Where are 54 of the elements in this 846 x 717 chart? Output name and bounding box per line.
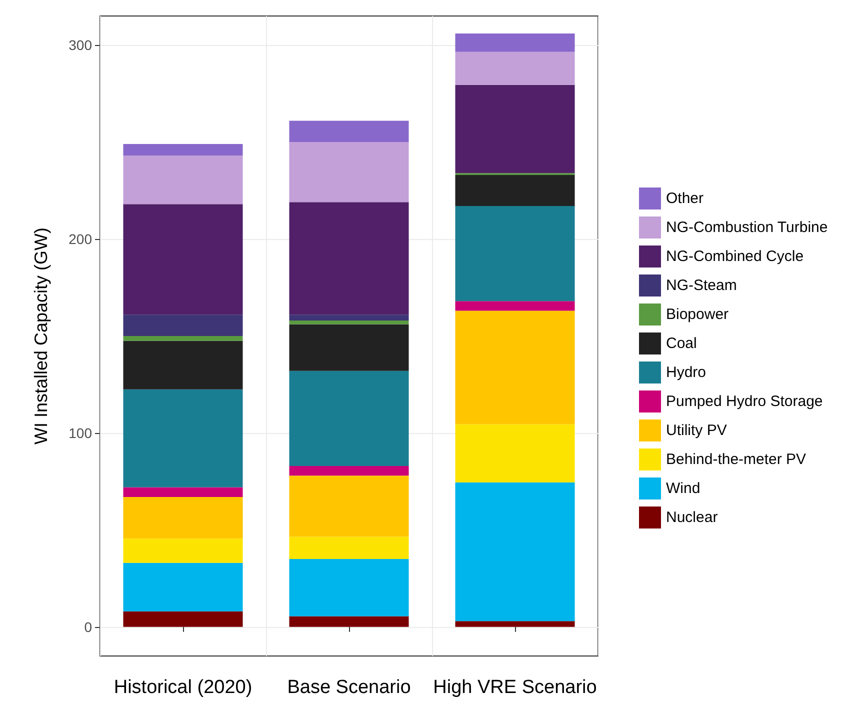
bar	[123, 496, 243, 539]
bar	[455, 301, 575, 311]
legend-label: Utility PV	[666, 422, 727, 439]
bar	[455, 52, 575, 85]
bar	[289, 536, 409, 560]
bar	[455, 621, 575, 627]
y-tick-label: 200	[68, 231, 92, 248]
x-tick-label: High VRE Scenario	[433, 677, 597, 698]
bar	[289, 616, 409, 627]
legend-label: Hydro	[666, 364, 706, 381]
bar	[123, 389, 243, 488]
bar	[123, 314, 243, 336]
bar	[289, 466, 409, 476]
bar	[123, 538, 243, 563]
bar	[123, 336, 243, 341]
bar	[123, 144, 243, 156]
legend-label: Coal	[666, 335, 697, 352]
bar	[123, 562, 243, 612]
bar	[455, 310, 575, 424]
bar	[455, 424, 575, 482]
legend-label: Other	[666, 190, 704, 207]
bar	[289, 142, 409, 202]
bar	[289, 314, 409, 320]
y-axis-title: WI Installed Capacity (GW)	[31, 227, 51, 445]
bar	[123, 340, 243, 390]
x-tick-label: Historical (2020)	[114, 677, 252, 698]
bar	[455, 482, 575, 622]
bar	[289, 320, 409, 324]
bar	[289, 120, 409, 142]
bar	[123, 487, 243, 497]
bar	[123, 611, 243, 627]
legend-label: NG-Combined Cycle	[666, 248, 804, 265]
legend-label: NG-Combustion Turbine	[666, 219, 828, 236]
bar	[455, 175, 575, 206]
y-tick-label: 0	[84, 618, 92, 635]
x-tick-label: Base Scenario	[287, 677, 411, 698]
legend-label: Nuclear	[666, 509, 718, 526]
bar	[289, 559, 409, 616]
bar	[455, 33, 575, 52]
legend-label: Biopower	[666, 306, 729, 323]
legend-label: Pumped Hydro Storage	[666, 393, 823, 410]
bar	[289, 202, 409, 315]
bar	[123, 156, 243, 204]
y-tick-label: 100	[68, 424, 92, 441]
bar	[455, 206, 575, 302]
bar	[289, 324, 409, 371]
bar	[289, 476, 409, 537]
bar	[289, 370, 409, 466]
legend-label: Wind	[666, 480, 700, 497]
legend-label: NG-Steam	[666, 277, 737, 294]
bar	[455, 84, 575, 174]
bar	[123, 204, 243, 315]
legend-label: Behind-the-meter PV	[666, 451, 806, 468]
y-tick-label: 300	[68, 37, 92, 54]
